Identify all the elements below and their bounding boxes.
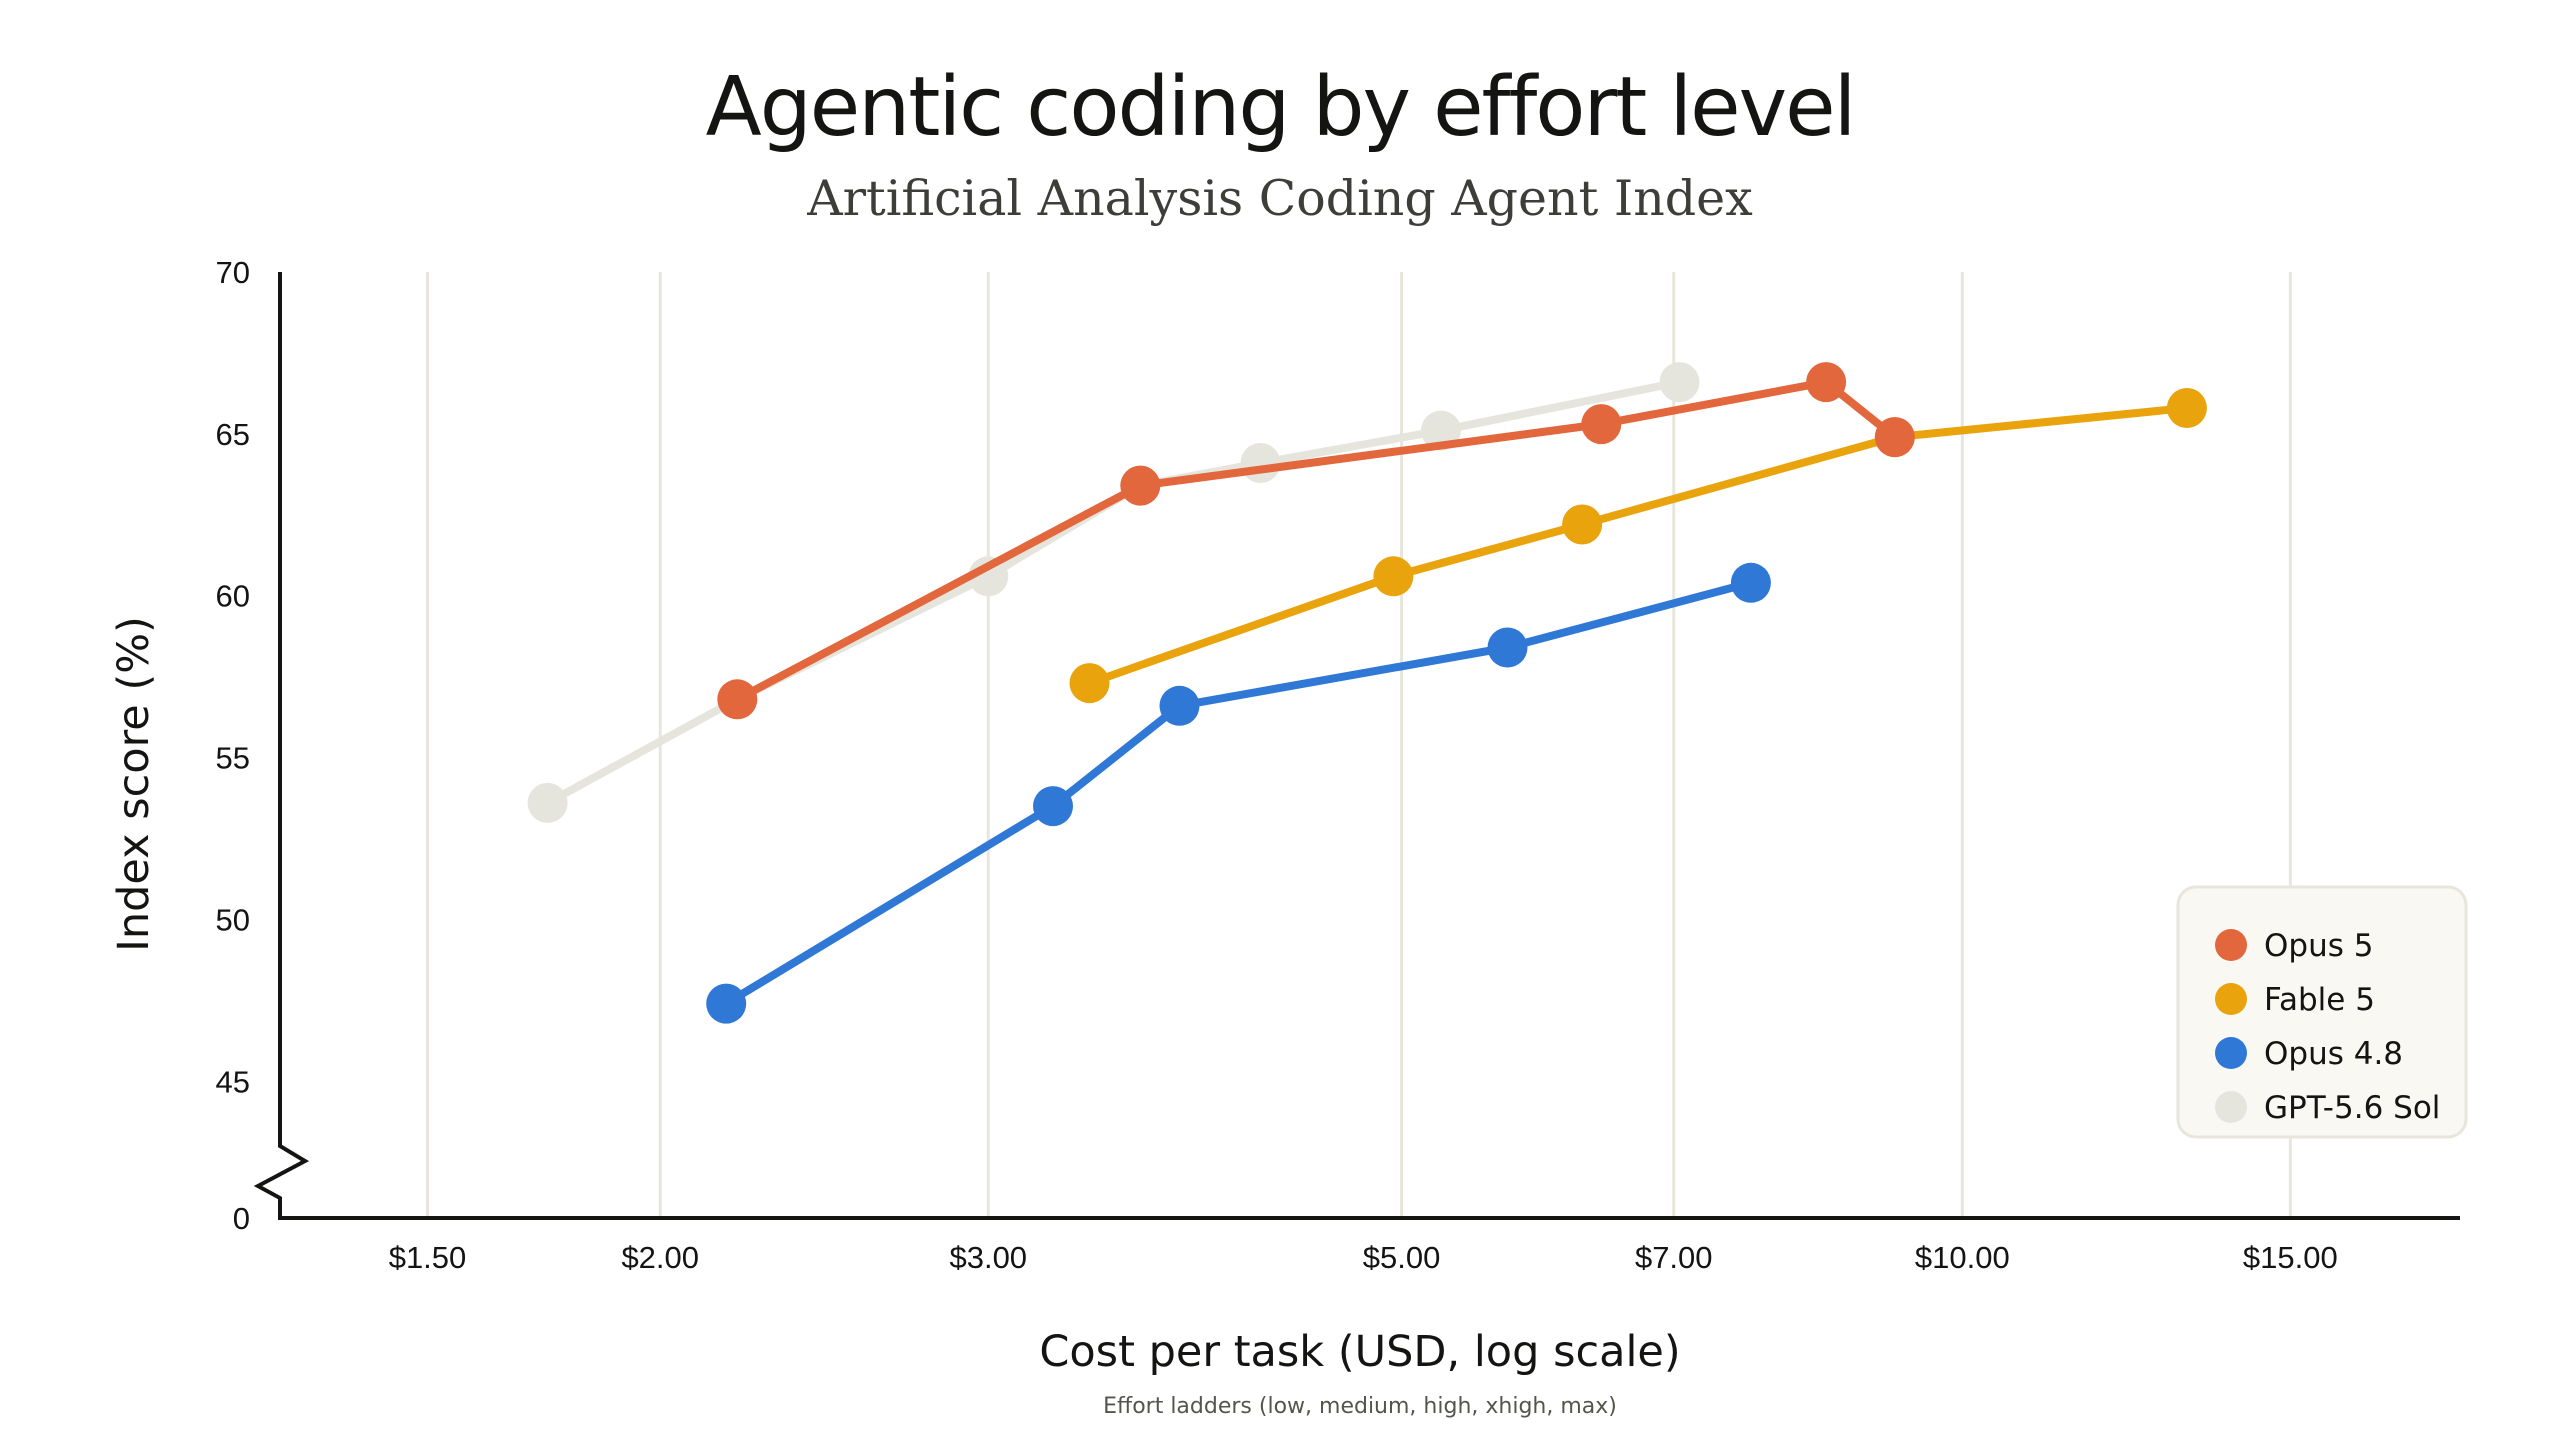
legend-swatch: [2215, 983, 2247, 1015]
y-tick-label: 70: [216, 255, 250, 290]
x-tick-label: $7.00: [1635, 1240, 1713, 1275]
x-tick-label: $1.50: [389, 1240, 467, 1275]
x-tick-label: $2.00: [621, 1240, 699, 1275]
data-point: [968, 556, 1009, 597]
data-point: [717, 679, 758, 720]
legend-label: GPT-5.6 Sol: [2264, 1090, 2440, 1126]
data-point: [1033, 786, 1073, 827]
data-point: [1581, 404, 1622, 445]
data-point: [2166, 388, 2207, 428]
legend-label: Opus 4.8: [2264, 1036, 2403, 1072]
series-line: [733, 378, 1899, 704]
data-point: [1562, 504, 1603, 545]
series-opus-5: [717, 362, 1915, 720]
legend-item: Fable 5: [2215, 982, 2375, 1018]
legend-item: Opus 5: [2215, 928, 2373, 964]
data-point: [1373, 556, 1414, 597]
legend-box: [2176, 885, 2468, 1139]
series-fable-5: [1069, 388, 2207, 704]
data-point: [1659, 362, 1700, 403]
series-group: [527, 362, 2207, 1024]
legend-item: GPT-5.6 Sol: [2215, 1090, 2440, 1126]
series-line: [543, 378, 1684, 807]
x-axis-title: Cost per task (USD, log scale): [1039, 1327, 1680, 1377]
y-tick-label: 65: [216, 417, 250, 452]
legend-swatch: [2215, 1037, 2247, 1069]
data-point: [1120, 465, 1161, 506]
axis-lines: [253, 272, 2460, 1220]
y-tick-label: 45: [216, 1064, 250, 1099]
y-axis-title: Index score (%): [109, 616, 159, 952]
data-point: [706, 983, 747, 1024]
data-point: [527, 782, 568, 823]
legend-swatch: [2215, 1091, 2247, 1123]
data-point: [1730, 562, 1771, 603]
axes: [253, 272, 2460, 1220]
series-line: [722, 578, 1755, 1008]
axis-labels: $1.50 $2.00 $3.00 $5.00 $7.00 $10.00 $15.00 45 5…: [109, 255, 2338, 1419]
data-point: [1487, 627, 1528, 668]
x-tick-label: $10.00: [1915, 1240, 2010, 1275]
y-tick-label: 60: [216, 579, 250, 614]
x-tick-label: $3.00: [949, 1240, 1027, 1275]
x-tick-label: $5.00: [1363, 1240, 1441, 1275]
data-point: [1069, 663, 1110, 704]
grid-lines: [426, 272, 2292, 1218]
data-point: [1240, 443, 1281, 483]
chart-subtitle: Artificial Analysis Coding Agent Index: [807, 170, 1753, 227]
legend-label: Fable 5: [2264, 982, 2375, 1018]
legend: Opus 5 Fable 5 Opus 4.8 GPT-5.6 Sol: [2176, 885, 2468, 1139]
series-opus-4-8: [706, 562, 1771, 1024]
data-point: [1806, 362, 1847, 403]
legend-swatch: [2215, 929, 2247, 961]
x-tick-label: $15.00: [2243, 1240, 2338, 1275]
legend-item: Opus 4.8: [2215, 1036, 2403, 1072]
legend-label: Opus 5: [2264, 928, 2373, 964]
y-tick-label: 50: [216, 902, 250, 937]
data-point: [1159, 685, 1200, 726]
y-tick-label-zero: 0: [233, 1201, 250, 1236]
data-point: [1874, 417, 1915, 458]
y-tick-label: 55: [216, 741, 250, 776]
chart-title: Agentic coding by effort level: [705, 60, 1857, 155]
chart-note: Effort ladders (low, medium, high, xhigh…: [1103, 1394, 1617, 1419]
